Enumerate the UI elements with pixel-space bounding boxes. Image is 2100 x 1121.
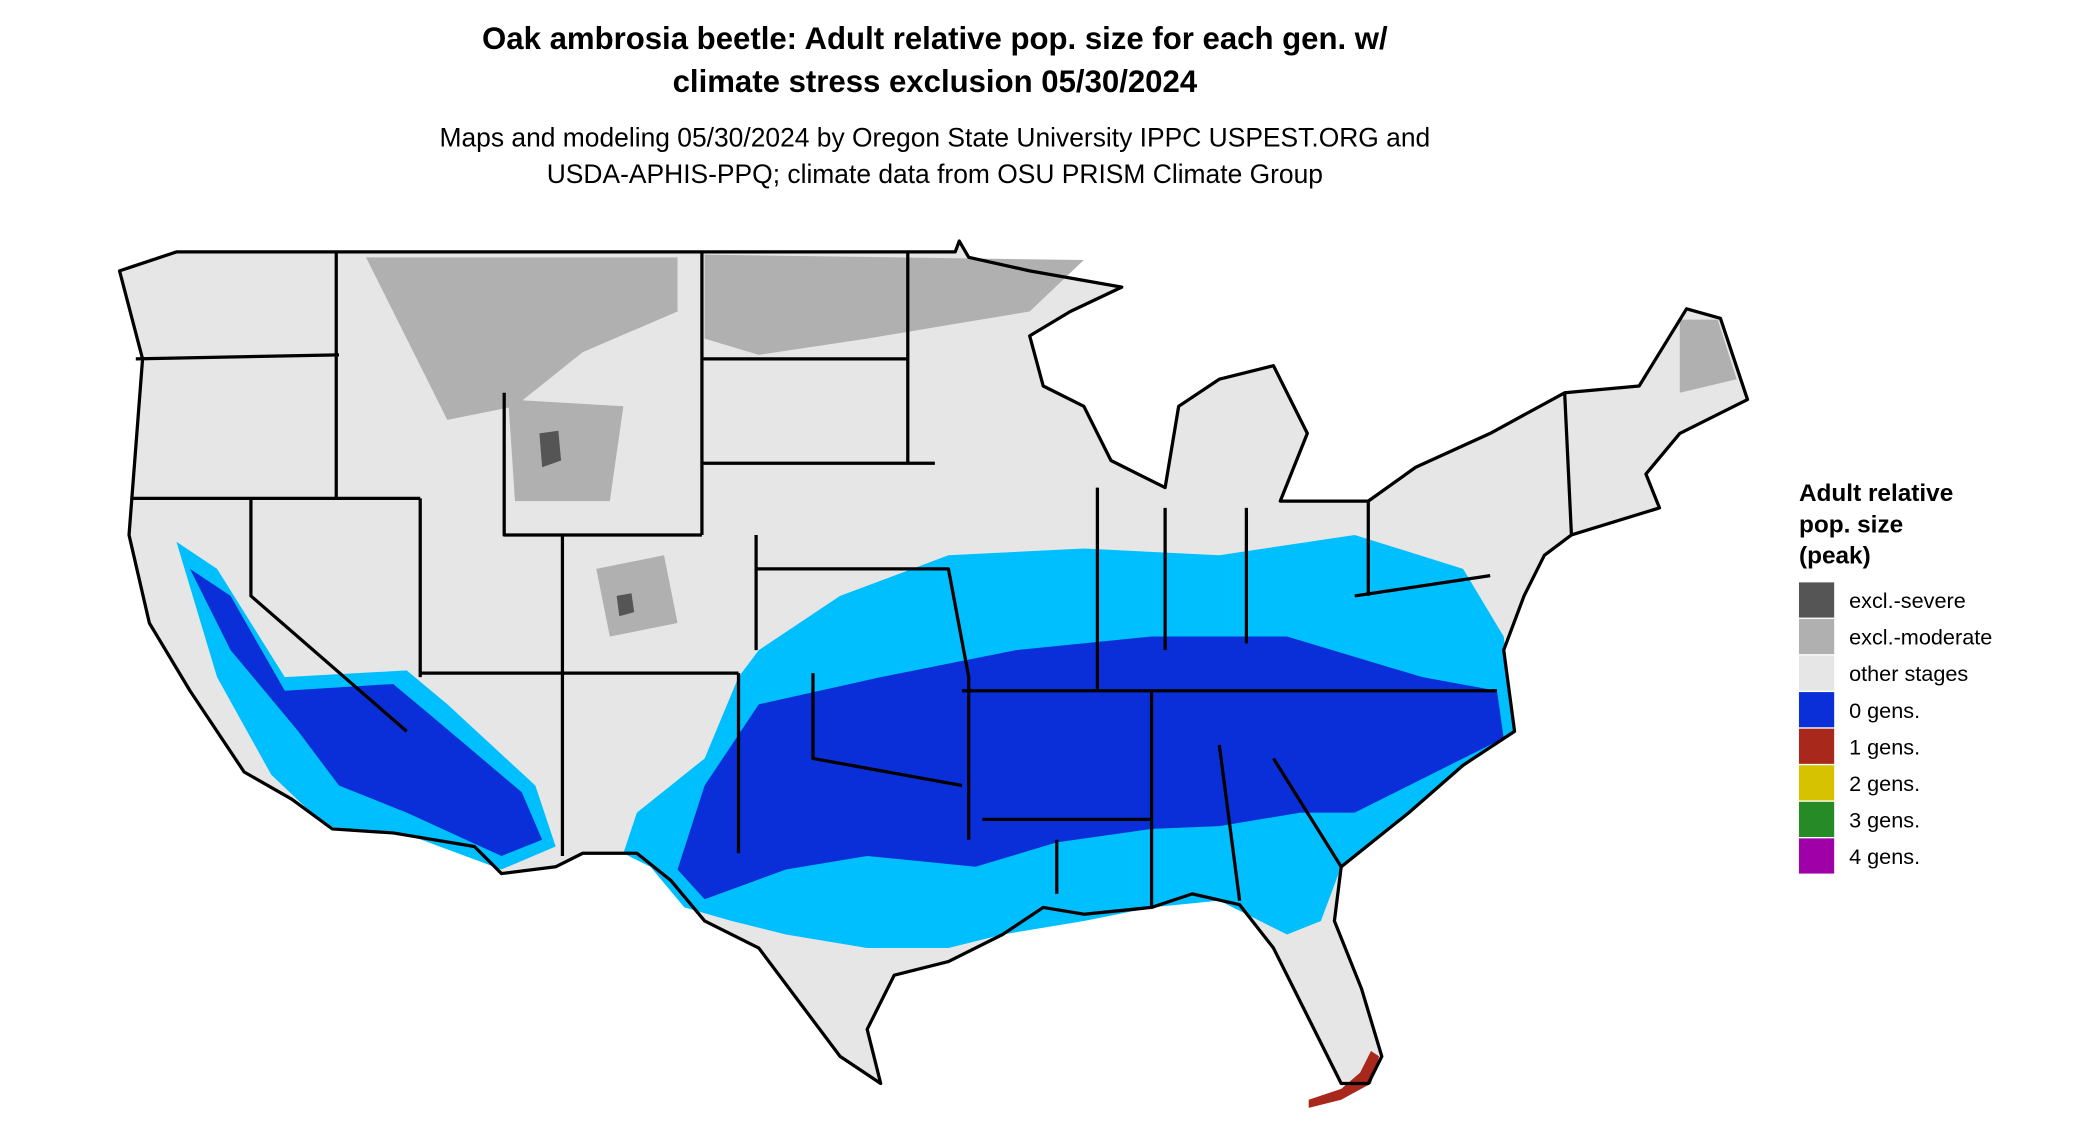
legend-swatch: [1798, 728, 1835, 764]
us-map: [117, 239, 1750, 1108]
legend-swatch: [1798, 765, 1835, 801]
one-gens-area: [1308, 1050, 1380, 1108]
legend-title: (peak): [1799, 542, 1871, 569]
legend-swatch: [1798, 692, 1835, 728]
legend-title: Adult relative: [1799, 480, 1953, 507]
legend-swatch: [1798, 838, 1835, 874]
zero-gens-area: [189, 568, 1504, 900]
legend-label: 0 gens.: [1849, 698, 1920, 723]
legend-swatch: [1798, 618, 1835, 655]
title-line: Oak ambrosia beetle: Adult relative pop.…: [482, 21, 1388, 56]
coastline: [117, 239, 1750, 1086]
subtitle-line: USDA-APHIS-PPQ; climate data from OSU PR…: [547, 159, 1323, 189]
legend-label: excl.-severe: [1849, 588, 1966, 613]
excl-moderate-area: [366, 254, 1737, 637]
state-borders: [130, 251, 1574, 908]
legend-title: pop. size: [1799, 511, 1903, 538]
legend-label: other stages: [1849, 661, 1968, 686]
legend-label: 2 gens.: [1849, 771, 1920, 796]
legend-label: 3 gens.: [1849, 808, 1920, 833]
legend: Adult relative pop. size (peak) excl.-se…: [1798, 480, 1992, 874]
legend-swatch: [1798, 655, 1835, 691]
legend-label: 1 gens.: [1849, 734, 1920, 759]
legend-label: 4 gens.: [1849, 844, 1920, 869]
legend-swatch: [1798, 582, 1835, 618]
subtitle-line: Maps and modeling 05/30/2024 by Oregon S…: [440, 122, 1431, 152]
legend-label: excl.-moderate: [1849, 625, 1992, 650]
legend-swatch: [1798, 801, 1835, 837]
title-line: climate stress exclusion 05/30/2024: [673, 64, 1198, 99]
excl-severe-area: [539, 430, 635, 617]
